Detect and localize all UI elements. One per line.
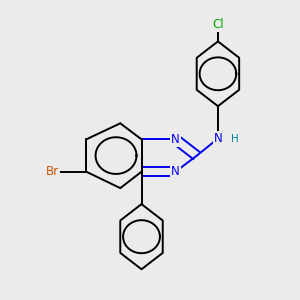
Text: N: N [171,165,180,178]
Text: N: N [171,133,180,146]
Text: N: N [214,132,222,145]
Text: Cl: Cl [212,18,224,31]
Text: Br: Br [46,165,59,178]
Text: H: H [231,134,239,144]
